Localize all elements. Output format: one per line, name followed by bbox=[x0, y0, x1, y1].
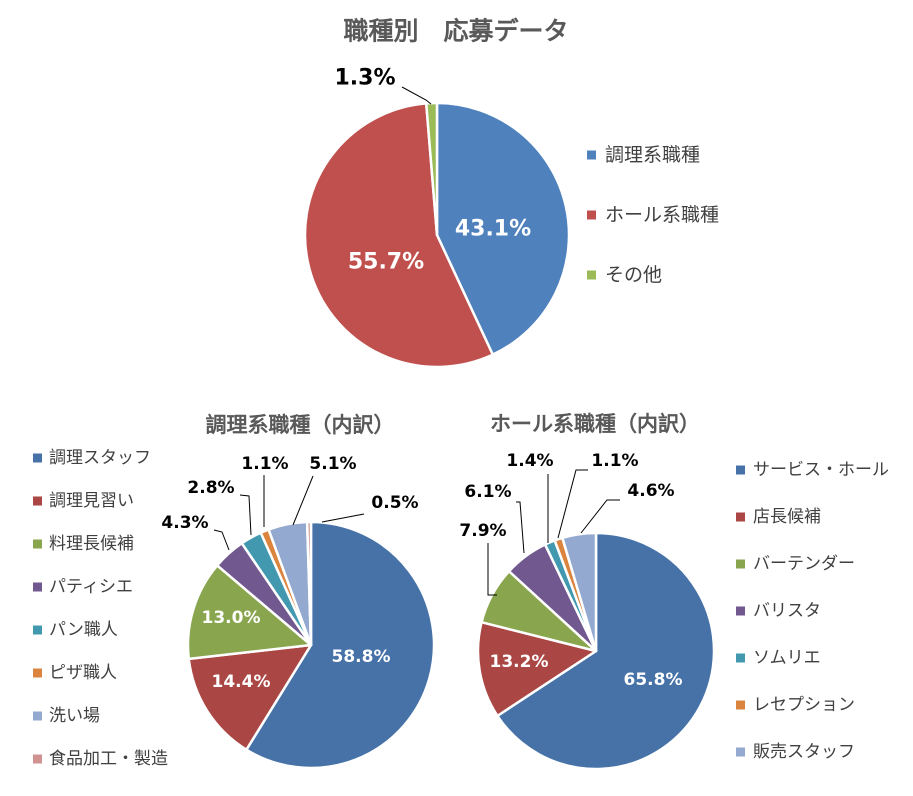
legend-label-2-4: ソムリエ bbox=[753, 648, 821, 668]
legend-swatch-2-6 bbox=[736, 747, 745, 757]
pie-slice-2-0 bbox=[496, 531, 716, 771]
legend-label-1-7: 食品加工・製造 bbox=[49, 749, 168, 769]
data-label-2-6: 4.6% bbox=[627, 481, 674, 501]
legend-swatch-0-1 bbox=[587, 210, 596, 220]
pie-slice-1-7 bbox=[305, 520, 313, 647]
leader-line-2-6 bbox=[580, 499, 620, 534]
legend-swatch-2-5 bbox=[736, 700, 745, 710]
leader-line-2-3 bbox=[516, 501, 525, 554]
legend-label-1-3: パティシエ bbox=[49, 577, 133, 597]
data-label-1-6: 5.1% bbox=[309, 454, 356, 474]
legend-label-2-6: 販売スタッフ bbox=[753, 742, 855, 762]
data-label-0-1: 55.7% bbox=[348, 250, 424, 275]
data-label-0-2: 1.3% bbox=[334, 66, 395, 91]
legend-label-1-1: 調理見習い bbox=[49, 491, 134, 511]
data-label-2-4: 1.4% bbox=[506, 451, 553, 471]
legend-swatch-1-2 bbox=[33, 539, 42, 549]
legend-label-1-0: 調理スタッフ bbox=[49, 448, 151, 468]
pie-slice-0-2 bbox=[424, 101, 439, 237]
data-label-1-7: 0.5% bbox=[371, 493, 418, 513]
legend-label-0-1: ホール系職種 bbox=[605, 204, 719, 226]
legend-label-2-1: 店長候補 bbox=[753, 507, 821, 527]
data-label-2-5: 1.1% bbox=[591, 451, 638, 471]
legend-label-1-2: 料理長候補 bbox=[49, 534, 134, 554]
data-label-0-0: 43.1% bbox=[455, 217, 531, 242]
legend-label-2-2: バーテンダー bbox=[753, 554, 855, 574]
pie-slice-0-1 bbox=[303, 102, 495, 369]
legend-label-1-4: パン職人 bbox=[49, 620, 118, 640]
pie-slice-1-1 bbox=[187, 643, 313, 751]
pie-slice-1-0 bbox=[245, 520, 436, 770]
data-label-2-1: 13.2% bbox=[490, 652, 549, 672]
legend-swatch-1-3 bbox=[33, 582, 42, 592]
data-label-1-5: 1.1% bbox=[241, 454, 288, 474]
legend-label-2-3: バリスタ bbox=[753, 601, 821, 621]
chart-title-1: 調理系職種（内訳） bbox=[206, 413, 395, 437]
leader-line-1-6 bbox=[292, 475, 314, 526]
leader-line-2-2 bbox=[487, 543, 497, 596]
chart-title-0: 職種別 応募データ bbox=[343, 17, 568, 46]
pie-slice-1-2 bbox=[186, 564, 313, 661]
legend-swatch-1-0 bbox=[33, 453, 42, 463]
legend-swatch-0-2 bbox=[587, 270, 596, 280]
leader-line-1-3 bbox=[213, 529, 230, 551]
legend-swatch-2-1 bbox=[736, 512, 745, 522]
pie-slice-0-0 bbox=[435, 101, 571, 356]
chart-title-2: ホール系職種（内訳） bbox=[490, 412, 700, 436]
pie-slice-2-6 bbox=[561, 531, 598, 653]
data-label-1-0: 58.8% bbox=[332, 647, 391, 667]
data-label-1-2: 13.0% bbox=[202, 608, 261, 628]
leader-line-2-5 bbox=[557, 469, 588, 539]
legend-swatch-1-4 bbox=[33, 625, 42, 635]
data-label-2-3: 6.1% bbox=[464, 482, 511, 502]
legend-swatch-1-1 bbox=[33, 496, 42, 506]
legend-swatch-1-6 bbox=[33, 711, 42, 721]
data-label-1-3: 4.3% bbox=[161, 513, 208, 533]
leader-line-1-4 bbox=[239, 494, 252, 536]
legend-label-0-2: その他 bbox=[605, 264, 662, 286]
legend-label-0-0: 調理系職種 bbox=[605, 144, 700, 166]
legend-swatch-0-0 bbox=[587, 150, 596, 160]
legend-swatch-2-0 bbox=[736, 465, 745, 475]
legend-label-2-5: レセプション bbox=[753, 695, 855, 715]
data-label-2-0: 65.8% bbox=[624, 670, 683, 690]
leader-line-1-7 bbox=[321, 513, 365, 523]
legend-swatch-1-5 bbox=[33, 668, 42, 678]
data-label-2-2: 7.9% bbox=[459, 521, 506, 541]
data-label-1-4: 2.8% bbox=[187, 478, 234, 498]
legend-swatch-2-4 bbox=[736, 653, 745, 663]
legend-swatch-1-7 bbox=[33, 754, 42, 764]
legend-swatch-2-3 bbox=[736, 606, 745, 616]
legend-label-2-0: サービス・ホール bbox=[753, 460, 889, 480]
data-label-1-1: 14.4% bbox=[212, 672, 271, 692]
pie-slice-2-1 bbox=[476, 620, 598, 718]
leader-line-0-2 bbox=[401, 86, 432, 105]
legend-label-1-6: 洗い場 bbox=[49, 706, 100, 726]
legend-swatch-2-2 bbox=[736, 559, 745, 569]
legend-label-1-5: ピザ職人 bbox=[49, 663, 117, 683]
